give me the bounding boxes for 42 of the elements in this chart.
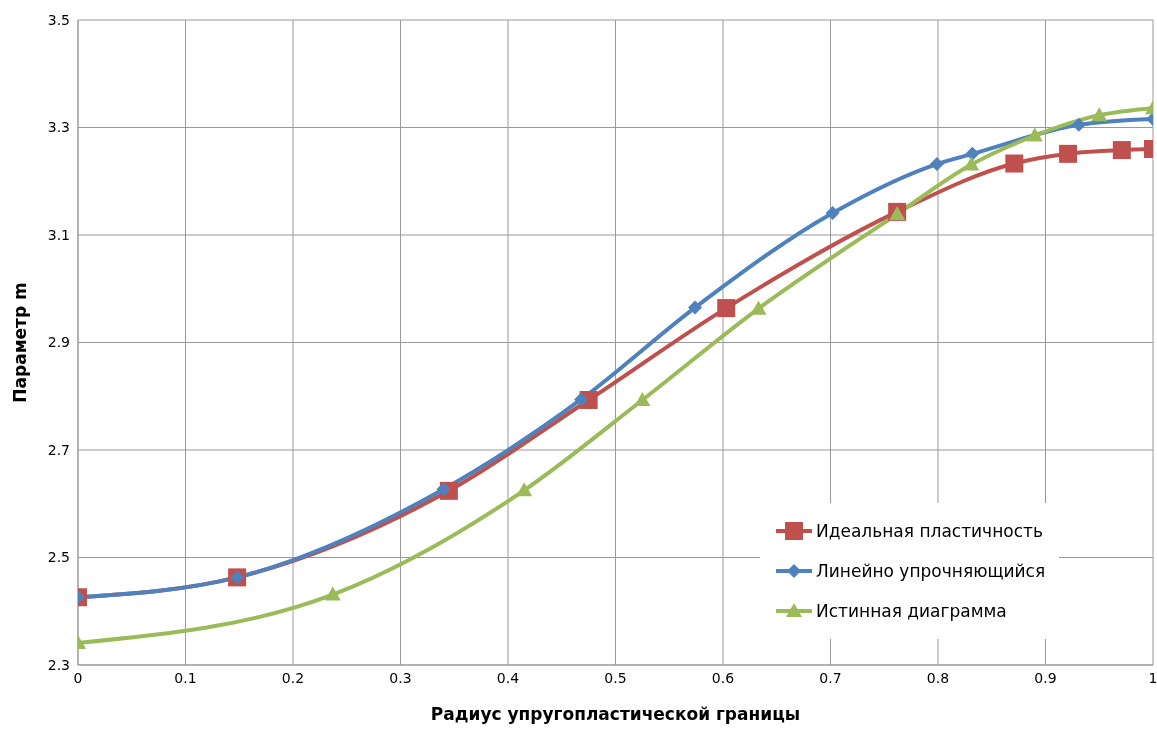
- x-tick-label: 0.1: [174, 669, 197, 686]
- point: [634, 392, 651, 407]
- legend-label: Линейно упрочняющийся: [816, 561, 1046, 581]
- x-tick-label: 0.5: [604, 669, 627, 686]
- x-tick-label: 0.7: [819, 669, 842, 686]
- legend-label: Идеальная пластичность: [816, 521, 1043, 541]
- y-tick-label: 3.5: [47, 11, 70, 28]
- x-axis-title: Радиус упругопластической границы: [430, 704, 801, 724]
- y-tick-label: 3.3: [47, 119, 70, 136]
- y-tick-label: 3.1: [47, 226, 70, 243]
- point: [717, 299, 736, 318]
- point: [324, 586, 341, 601]
- legend-label: Истинная диаграмма: [816, 601, 1007, 621]
- y-tick-label: 2.9: [47, 334, 70, 351]
- x-tick-label: 0.2: [281, 669, 305, 686]
- point: [825, 205, 840, 220]
- point: [1026, 127, 1043, 142]
- point: [436, 482, 451, 497]
- point: [965, 146, 980, 161]
- point: [889, 206, 906, 221]
- x-tick-label: 0.6: [711, 669, 735, 686]
- point: [1091, 107, 1108, 122]
- x-tick-label: 0.8: [926, 669, 950, 686]
- x-tick-label: 0.4: [496, 669, 520, 686]
- x-tick-label: 0.3: [389, 669, 412, 686]
- x-tick-label: 0: [73, 669, 83, 686]
- point: [929, 157, 944, 172]
- y-tick-label: 2.5: [47, 549, 70, 566]
- y-tick-label: 2.7: [47, 441, 70, 458]
- point: [516, 482, 533, 497]
- point: [1059, 144, 1078, 163]
- x-tick-label: 0.9: [1034, 669, 1057, 686]
- point: [688, 300, 703, 315]
- point: [1005, 154, 1024, 173]
- x-tick-label: 1: [1148, 669, 1157, 686]
- point: [574, 392, 589, 407]
- point: [750, 300, 767, 315]
- point: [1112, 141, 1131, 160]
- point: [963, 156, 980, 171]
- y-tick-label: 2.3: [47, 656, 70, 673]
- point: [1071, 117, 1086, 132]
- y-axis-title: Параметр m: [10, 282, 31, 403]
